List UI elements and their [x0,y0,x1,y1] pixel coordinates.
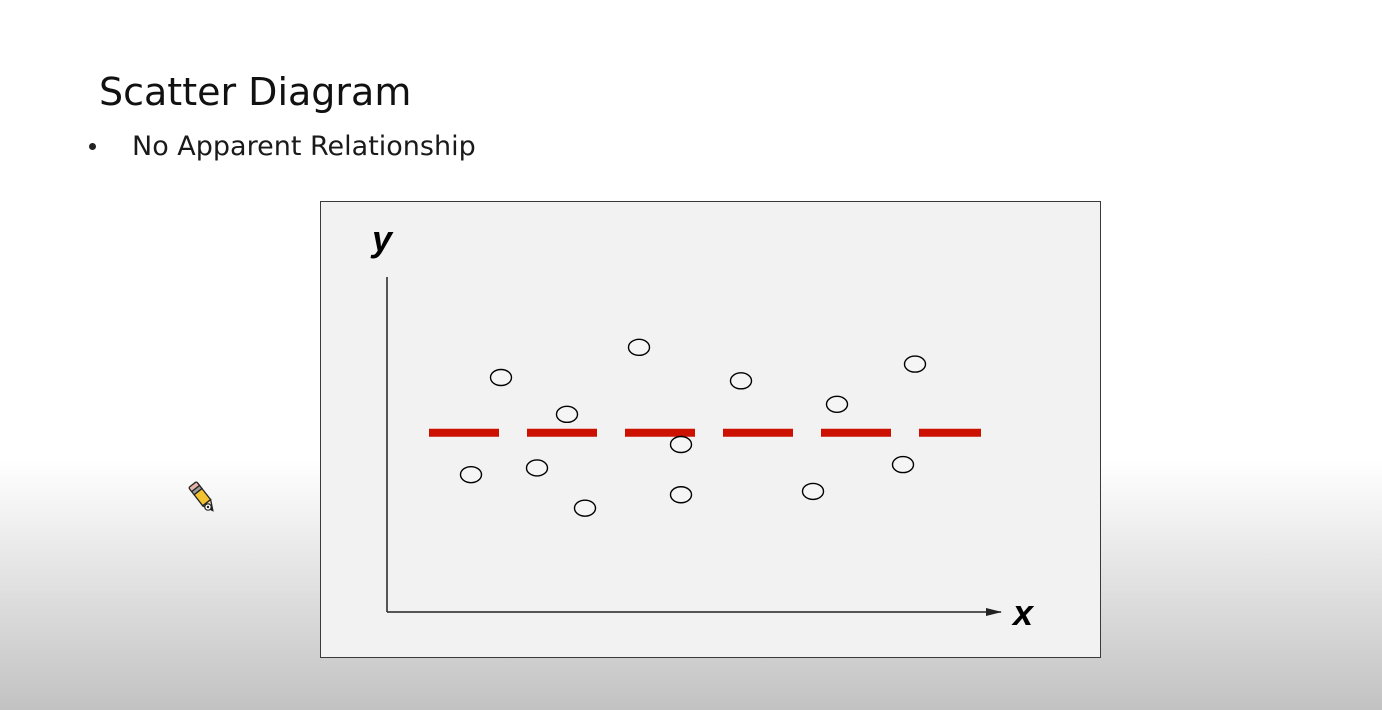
slide-title: Scatter Diagram [99,70,412,114]
data-point [555,405,579,424]
bullet-item: No Apparent Relationship [89,128,476,164]
y-axis-label: y [372,218,393,259]
data-point [669,435,693,454]
data-point [627,338,651,357]
data-point [801,482,825,501]
scatter-chart-panel: y x [320,201,1101,658]
data-point [825,395,849,414]
data-point [891,455,915,474]
bullet-text: No Apparent Relationship [132,130,476,162]
data-point [729,372,753,390]
pencil-icon [188,481,214,512]
data-point [525,459,549,477]
data-point [489,368,513,387]
data-point [573,499,597,517]
scatter-chart [386,277,1002,616]
data-point [903,355,927,373]
data-points [459,338,927,517]
x-axis-label: x [1013,592,1034,633]
bullet-dot-icon [89,142,96,150]
data-point [459,465,483,484]
data-point [669,486,693,504]
